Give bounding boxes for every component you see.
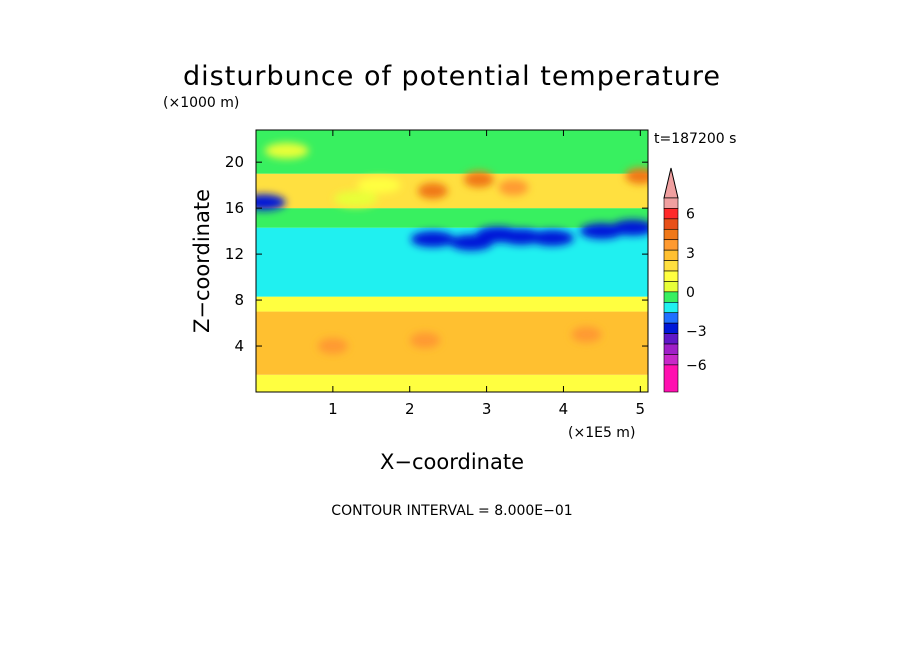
field-band [256, 311, 648, 375]
x-tick-label: 3 [482, 400, 492, 418]
field-feature [417, 182, 448, 199]
field-feature [264, 142, 309, 159]
colorbar-swatch [663, 281, 679, 293]
x-tick-label: 1 [328, 400, 338, 418]
colorbar-swatch [663, 312, 679, 324]
colorbar-tick-label: −3 [686, 324, 707, 340]
y-tick-label: 12 [225, 245, 244, 263]
x-scale-label: (×1E5 m) [568, 425, 635, 441]
field-feature [410, 332, 441, 349]
colorbar-swatch [663, 218, 679, 230]
colorbar-swatch [663, 333, 679, 345]
field-feature [333, 190, 378, 207]
contour-interval-footer: CONTOUR INTERVAL = 8.000E−01 [331, 503, 572, 519]
colorbar-swatch [663, 322, 679, 334]
colorbar-swatch [663, 239, 679, 251]
colorbar-tick-label: −6 [686, 358, 707, 374]
colorbar-swatch [663, 270, 679, 282]
field-feature [571, 326, 602, 343]
colorbar-swatch [663, 260, 679, 272]
field-feature [256, 194, 286, 211]
colorbar-swatch [663, 228, 679, 241]
colorbar-swatch [663, 343, 679, 355]
y-axis-ticks: 4 8 12 16 20 [225, 153, 648, 355]
field-bands [256, 130, 648, 392]
y-tick-label: 8 [234, 291, 244, 309]
field-band [256, 296, 648, 312]
colorbar-swatch [663, 354, 679, 366]
colorbar-tick-label: 0 [686, 285, 695, 301]
time-label: t=187200 s [654, 131, 736, 147]
colorbar-swatch [663, 291, 679, 303]
chart-title: disturbunce of potential temperature [183, 61, 721, 92]
y-scale-label: (×1000 m) [163, 95, 239, 111]
y-tick-label: 4 [234, 337, 244, 355]
colorbar-swatch [663, 249, 679, 261]
field-band [256, 130, 648, 174]
field-band [256, 173, 648, 209]
colorbar-extend-arrow [663, 167, 679, 199]
y-tick-label: 20 [225, 153, 244, 171]
field-feature [410, 231, 455, 248]
y-tick-label: 16 [225, 199, 244, 217]
x-axis-ticks: 1 2 3 4 5 [328, 130, 645, 418]
colorbar-swatch [663, 208, 679, 220]
x-tick-label: 4 [559, 400, 569, 418]
field-feature [356, 177, 401, 194]
field-feature [463, 171, 494, 188]
field-band [256, 208, 648, 228]
field-feature [317, 338, 348, 355]
field-feature [529, 230, 574, 247]
temperature-field [256, 130, 648, 392]
field-features [256, 142, 648, 355]
x-tick-label: 2 [405, 400, 415, 418]
colorbar-swatch [663, 197, 679, 209]
field-band [256, 374, 648, 392]
field-feature [610, 219, 648, 236]
colorbar-tick-label: 6 [686, 207, 695, 223]
x-axis-label: X−coordinate [380, 450, 524, 474]
y-axis-label: Z−coordinate [190, 189, 214, 333]
colorbar: 6 3 0 −3 −6 [663, 167, 707, 393]
colorbar-swatch [663, 364, 679, 393]
x-tick-label: 5 [636, 400, 646, 418]
colorbar-swatch [663, 302, 679, 314]
colorbar-tick-label: 3 [686, 246, 695, 262]
field-feature [498, 179, 529, 196]
plot-frame [255, 129, 649, 393]
field-feature [625, 167, 648, 184]
